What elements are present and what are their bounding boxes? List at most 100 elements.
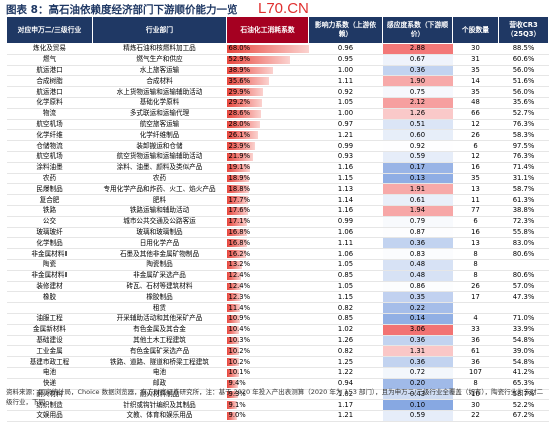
table-cell: 10.1% <box>226 367 309 379</box>
table-row: 仓储物流 装卸搬运和仓储 23.9% 0.99 0.92 6 97.5% <box>6 140 549 152</box>
oil-bar <box>226 358 239 366</box>
table-cell: 35 <box>452 65 499 77</box>
page: {"header":{"title":"图表 8：高石油依赖度经济部门下游顺价能… <box>6 0 549 422</box>
cell-text: 19.1% <box>228 163 251 172</box>
table-cell: 0.59 <box>382 151 453 163</box>
cell-text: 10.2% <box>228 357 251 366</box>
table-cell: 1.16 <box>308 162 383 174</box>
table-cell: 砖瓦、石材等建筑材料 <box>92 281 227 293</box>
table-cell: 61 <box>452 345 499 358</box>
footnote: 资料来源：国家统计局，Choice 数据浏览器，东方财富证券研究所，注：基于 2… <box>6 388 544 406</box>
oil-bar <box>226 142 256 150</box>
table-cell: 1.31 <box>382 345 453 358</box>
table-cell: 9.0% <box>226 410 309 422</box>
table-cell: 水上货物运输和运输辅助活动 <box>92 86 227 98</box>
table-cell: 55.8% <box>498 227 549 239</box>
table-row: 装修建材 砖瓦、石材等建筑材料 12.4% 1.05 0.86 26 57.0% <box>6 281 549 293</box>
column-header: 石油化工消耗系数 <box>226 16 309 44</box>
table-cell: 76.3% <box>498 119 549 131</box>
cell-text: 10.3% <box>228 335 251 344</box>
oil-bar <box>226 152 253 161</box>
table-cell: 化学纤维制品 <box>92 129 227 142</box>
oil-bar <box>226 250 247 258</box>
table-cell: 1.14 <box>308 194 383 206</box>
oil-bar <box>226 368 239 377</box>
table-cell: 1.05 <box>308 259 383 271</box>
table-cell: 0.85 <box>308 270 383 282</box>
table-cell: 0.67 <box>382 54 453 66</box>
table-cell: 30 <box>452 399 499 412</box>
table-cell: 58.7% <box>498 183 549 196</box>
table-cell: 纺织制造 <box>6 399 93 412</box>
table-cell: 80.6% <box>498 248 549 260</box>
column-header: 行业部门 <box>92 16 227 44</box>
table-cell: 48 <box>452 97 499 109</box>
table-cell: 0.36 <box>382 237 453 250</box>
table-cell: 0.99 <box>308 140 383 152</box>
table-cell: 9.4% <box>226 378 309 390</box>
cell-text: 29.2% <box>228 98 251 107</box>
table-cell: 11 <box>452 194 499 206</box>
table-cell: 76.3% <box>498 151 549 163</box>
table-cell: 35 <box>452 86 499 98</box>
oil-bar <box>226 379 238 388</box>
table-cell: 耐火材料 <box>6 389 93 401</box>
table-cell: 31 <box>452 54 499 66</box>
table-cell: 35 <box>452 173 499 185</box>
table-cell: 71.4% <box>498 162 549 174</box>
table-cell: 33 <box>452 324 499 336</box>
table-cell: 2.12 <box>382 97 453 109</box>
table-cell: 4 <box>452 313 499 325</box>
table-cell: 17 <box>452 291 499 304</box>
table-cell: 28.6% <box>226 108 309 120</box>
table-cell <box>498 259 549 271</box>
table-cell: 1.25 <box>308 356 383 368</box>
table-cell: 65.3% <box>498 378 549 390</box>
table-cell: 0.95 <box>308 54 383 66</box>
cell-text: 10.4% <box>228 325 251 334</box>
cell-text: 10.9% <box>228 314 251 323</box>
cell-text: 13.2% <box>228 260 251 269</box>
table-cell: 0.13 <box>382 173 453 185</box>
cell-text: 26.1% <box>228 130 251 139</box>
table-cell: 6 <box>452 216 499 228</box>
data-table: 对应申万二/三级行业 行业部门 石油化工消耗系数 影响力系数（上游依赖） 感应度系数（下… <box>6 16 549 422</box>
table-cell: 1.16 <box>308 205 383 217</box>
table-cell: 35.6% <box>498 97 549 109</box>
table-cell: 1.21 <box>308 410 383 422</box>
oil-bar <box>226 109 261 118</box>
table-cell: 56.0% <box>498 86 549 98</box>
oil-bar <box>226 66 274 75</box>
table-cell: 航空货物运输和运输辅助活动 <box>92 151 227 163</box>
table-row: 基础建设 其他土木工程建筑 10.3% 1.26 0.36 36 54.8% <box>6 335 549 347</box>
table-cell: 多式联运和运输代理 <box>92 108 227 120</box>
table-cell: 其他土木工程建筑 <box>92 335 227 347</box>
cell-text: 16.8% <box>228 238 251 247</box>
table-cell: 38.8% <box>498 205 549 217</box>
oil-bar <box>226 304 241 312</box>
cell-text: 28.0% <box>228 119 251 128</box>
table-row: 航空机场 航空旅客运输 28.0% 0.97 0.51 12 76.3% <box>6 119 549 131</box>
table-cell: 8 <box>452 378 499 390</box>
table-row: 基建市政工程 铁路、道路、隧道和桥梁工程建筑 10.2% 1.25 0.36 36 54.8… <box>6 356 549 368</box>
table-cell: 0.48 <box>382 259 453 271</box>
column-header: 感应度系数（下游顺价） <box>382 16 453 44</box>
table-cell: 26.1% <box>226 129 309 142</box>
table-cell: 14 <box>452 75 499 88</box>
table-cell: 耐火材料制品 <box>92 389 227 401</box>
table-cell: 0.79 <box>382 216 453 228</box>
table-cell: 铁路运输和辅助活动 <box>92 205 227 217</box>
table-cell: 10.2% <box>226 356 309 368</box>
table-cell: 88.5% <box>498 43 549 55</box>
table-cell: 燃气生产和供应 <box>92 54 227 66</box>
table-cell: 29.9% <box>226 86 309 98</box>
table-cell: 28.0% <box>226 119 309 131</box>
cell-text: 9.4% <box>228 379 246 388</box>
table-cell: 12.3% <box>226 291 309 304</box>
table-cell: 航运港口 <box>6 65 93 77</box>
table-cell: 1.26 <box>382 108 453 120</box>
table-cell: 1.00 <box>308 65 383 77</box>
oil-bar <box>226 239 247 248</box>
table-row: 电池 电池 10.1% 1.22 0.72 107 41.2% <box>6 367 549 379</box>
table-cell: 航运港口 <box>6 86 93 98</box>
